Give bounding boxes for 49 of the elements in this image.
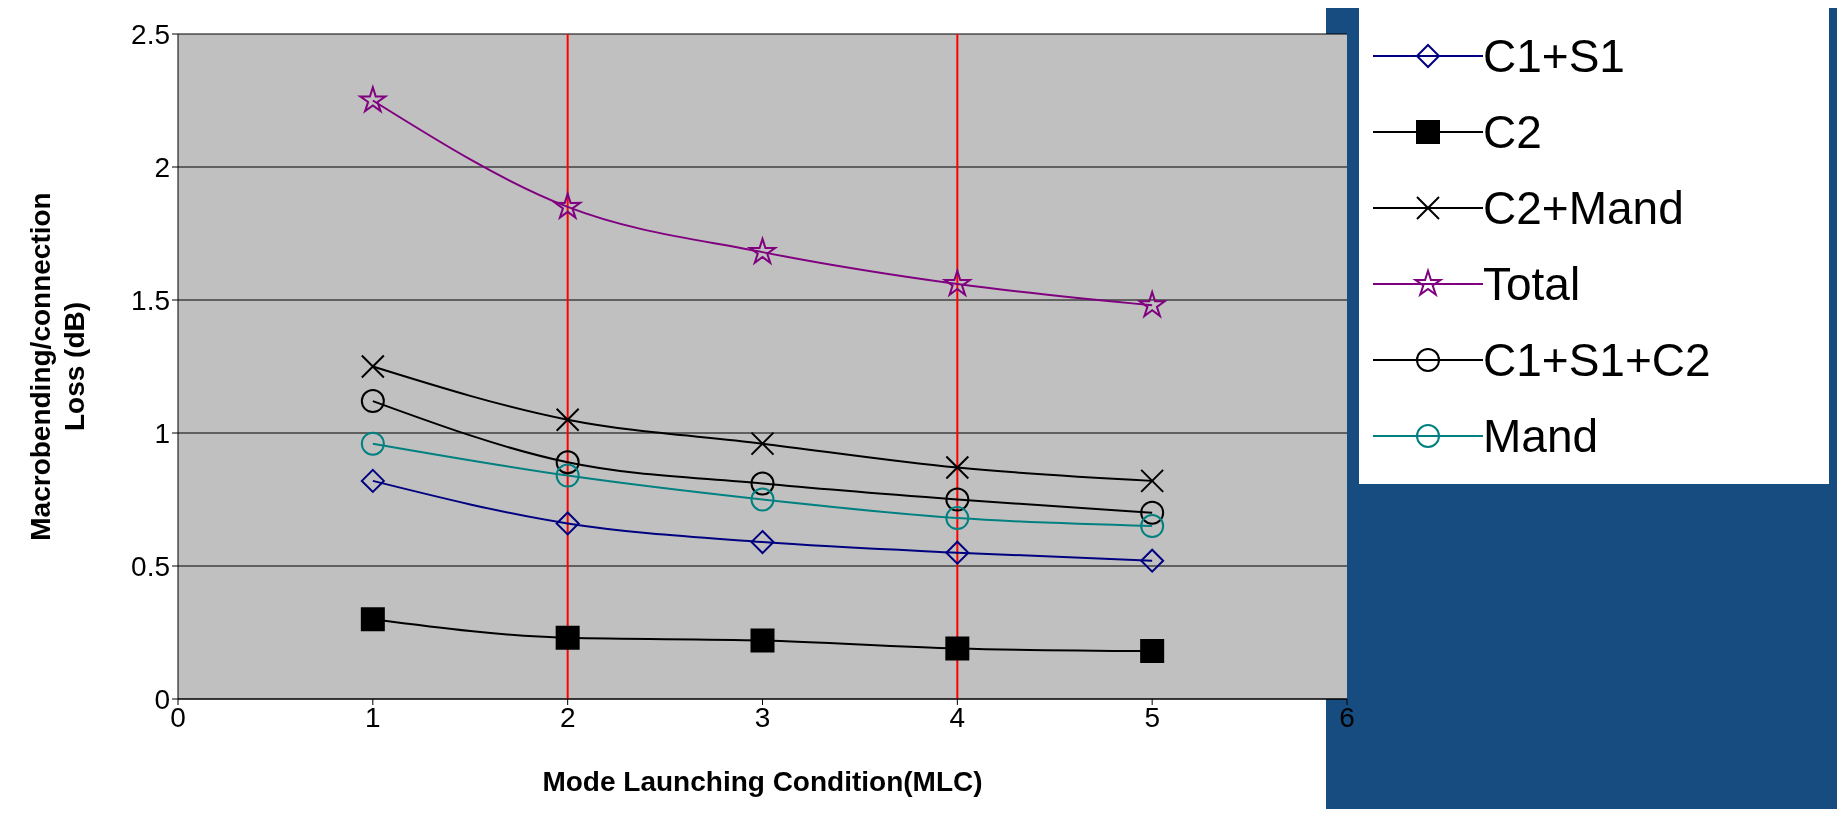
legend-label: C1+S1+C2 xyxy=(1483,333,1711,387)
point xyxy=(945,487,970,512)
x-tick-label: 4 xyxy=(949,701,966,733)
point xyxy=(555,511,580,536)
point xyxy=(945,506,970,531)
x-tick-label: 3 xyxy=(754,701,771,733)
x-tick-label: 1 xyxy=(365,701,381,733)
point xyxy=(1140,500,1165,525)
point xyxy=(555,450,580,475)
point xyxy=(1140,514,1165,539)
point xyxy=(1136,289,1168,319)
point xyxy=(945,636,970,661)
legend-label: Total xyxy=(1483,257,1581,311)
x-axis-title: Mode Launching Condition(MLC) xyxy=(542,766,983,797)
y-tick-label: 0.5 xyxy=(131,550,170,582)
y-tick-label: 2 xyxy=(154,151,170,183)
y-axis-title: Macrobending/connection Loss (dB) xyxy=(25,192,90,541)
point xyxy=(357,84,389,114)
x-tick-label: 2 xyxy=(559,701,576,733)
y-tick-label: 1 xyxy=(154,417,170,449)
point xyxy=(552,190,584,221)
x-tick-label: 5 xyxy=(1144,701,1160,733)
point xyxy=(750,471,775,496)
legend-label: Mand xyxy=(1483,409,1599,463)
legend-label: C2+Mand xyxy=(1483,181,1684,235)
point xyxy=(945,455,970,480)
legend-label: C2 xyxy=(1483,105,1542,159)
y-tick-label: 2.5 xyxy=(131,18,170,50)
point xyxy=(941,267,973,298)
point xyxy=(360,431,385,456)
point xyxy=(360,389,385,414)
point xyxy=(360,354,385,379)
point xyxy=(1140,468,1165,493)
point xyxy=(750,628,775,653)
point xyxy=(555,463,580,488)
point xyxy=(747,235,778,266)
point xyxy=(1140,639,1165,664)
point xyxy=(750,530,775,555)
y-tick-label: 1.5 xyxy=(131,284,170,316)
point xyxy=(555,625,580,650)
x-tick-label: 6 xyxy=(1339,701,1355,733)
point xyxy=(555,407,580,432)
point xyxy=(750,431,775,456)
point xyxy=(1140,548,1165,573)
point xyxy=(360,607,385,632)
point xyxy=(360,468,385,493)
point xyxy=(945,540,970,565)
legend-label: C1+S1 xyxy=(1483,29,1625,83)
point xyxy=(750,487,775,512)
